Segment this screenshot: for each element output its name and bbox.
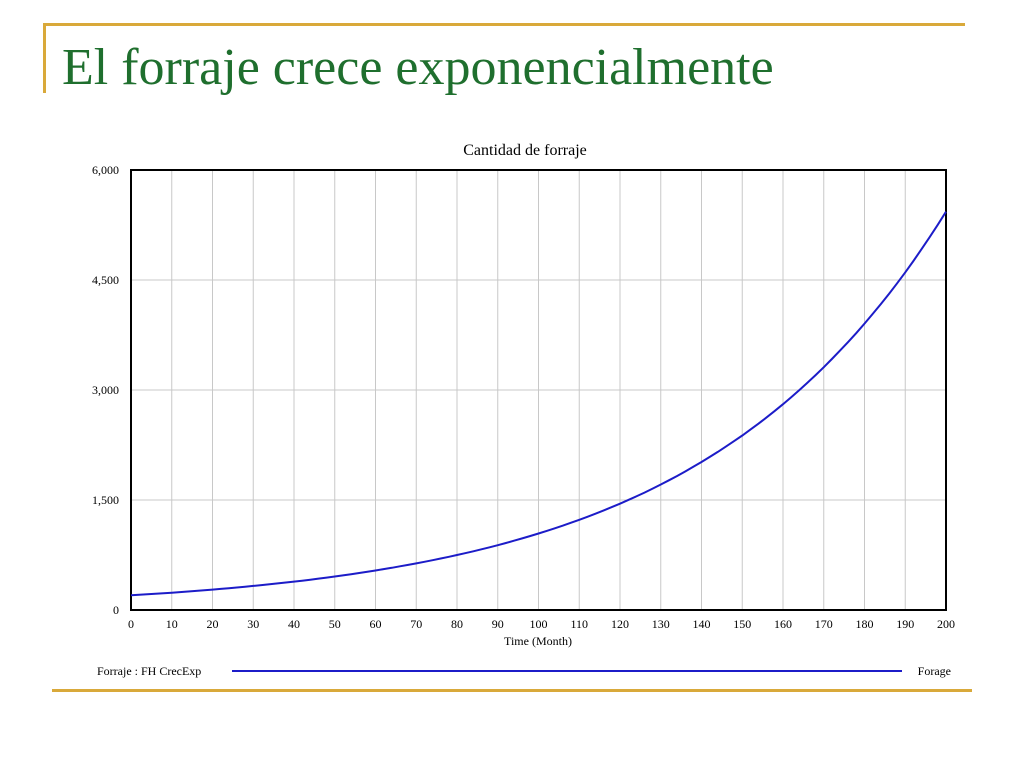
accent-bar-left [43,23,46,93]
x-tick-label: 170 [815,617,833,631]
x-tick-label: 60 [370,617,382,631]
x-tick-label: 140 [693,617,711,631]
accent-bar-top [43,23,965,26]
x-tick-label: 90 [492,617,504,631]
x-tick-label: 190 [896,617,914,631]
x-tick-label: 30 [247,617,259,631]
y-tick-label: 0 [113,603,119,617]
x-tick-label: 70 [410,617,422,631]
x-tick-label: 130 [652,617,670,631]
chart-title: Cantidad de forraje [463,142,587,159]
y-axis-ticks: 0 1,500 3,000 4,500 6,000 [92,163,119,617]
x-tick-label: 20 [207,617,219,631]
x-tick-label: 50 [329,617,341,631]
y-tick-label: 3,000 [92,383,119,397]
x-tick-label: 200 [937,617,955,631]
y-tick-label: 4,500 [92,273,119,287]
y-tick-label: 1,500 [92,493,119,507]
grid-lines [131,170,946,610]
x-tick-label: 100 [530,617,548,631]
legend-series-unit: Forage [918,664,951,678]
x-tick-label: 150 [733,617,751,631]
accent-bar-bottom [52,689,972,692]
x-tick-label: 40 [288,617,300,631]
x-tick-label: 180 [856,617,874,631]
x-tick-label: 120 [611,617,629,631]
x-axis-ticks: 0 10 20 30 40 50 60 70 80 90 100 110 120 130 140 150 160… [128,617,955,631]
series-line [130,211,947,597]
plot-frame [130,169,947,611]
x-tick-label: 80 [451,617,463,631]
x-tick-label: 160 [774,617,792,631]
series-group [130,211,947,597]
y-tick-label: 6,000 [92,163,119,177]
slide-title: El forraje crece exponencialmente [62,39,774,96]
x-axis-label: Time (Month) [504,634,572,648]
x-tick-label: 10 [166,617,178,631]
x-tick-label: 0 [128,617,134,631]
x-tick-label: 110 [570,617,588,631]
legend-series-name: Forraje : FH CrecExp [97,664,201,678]
